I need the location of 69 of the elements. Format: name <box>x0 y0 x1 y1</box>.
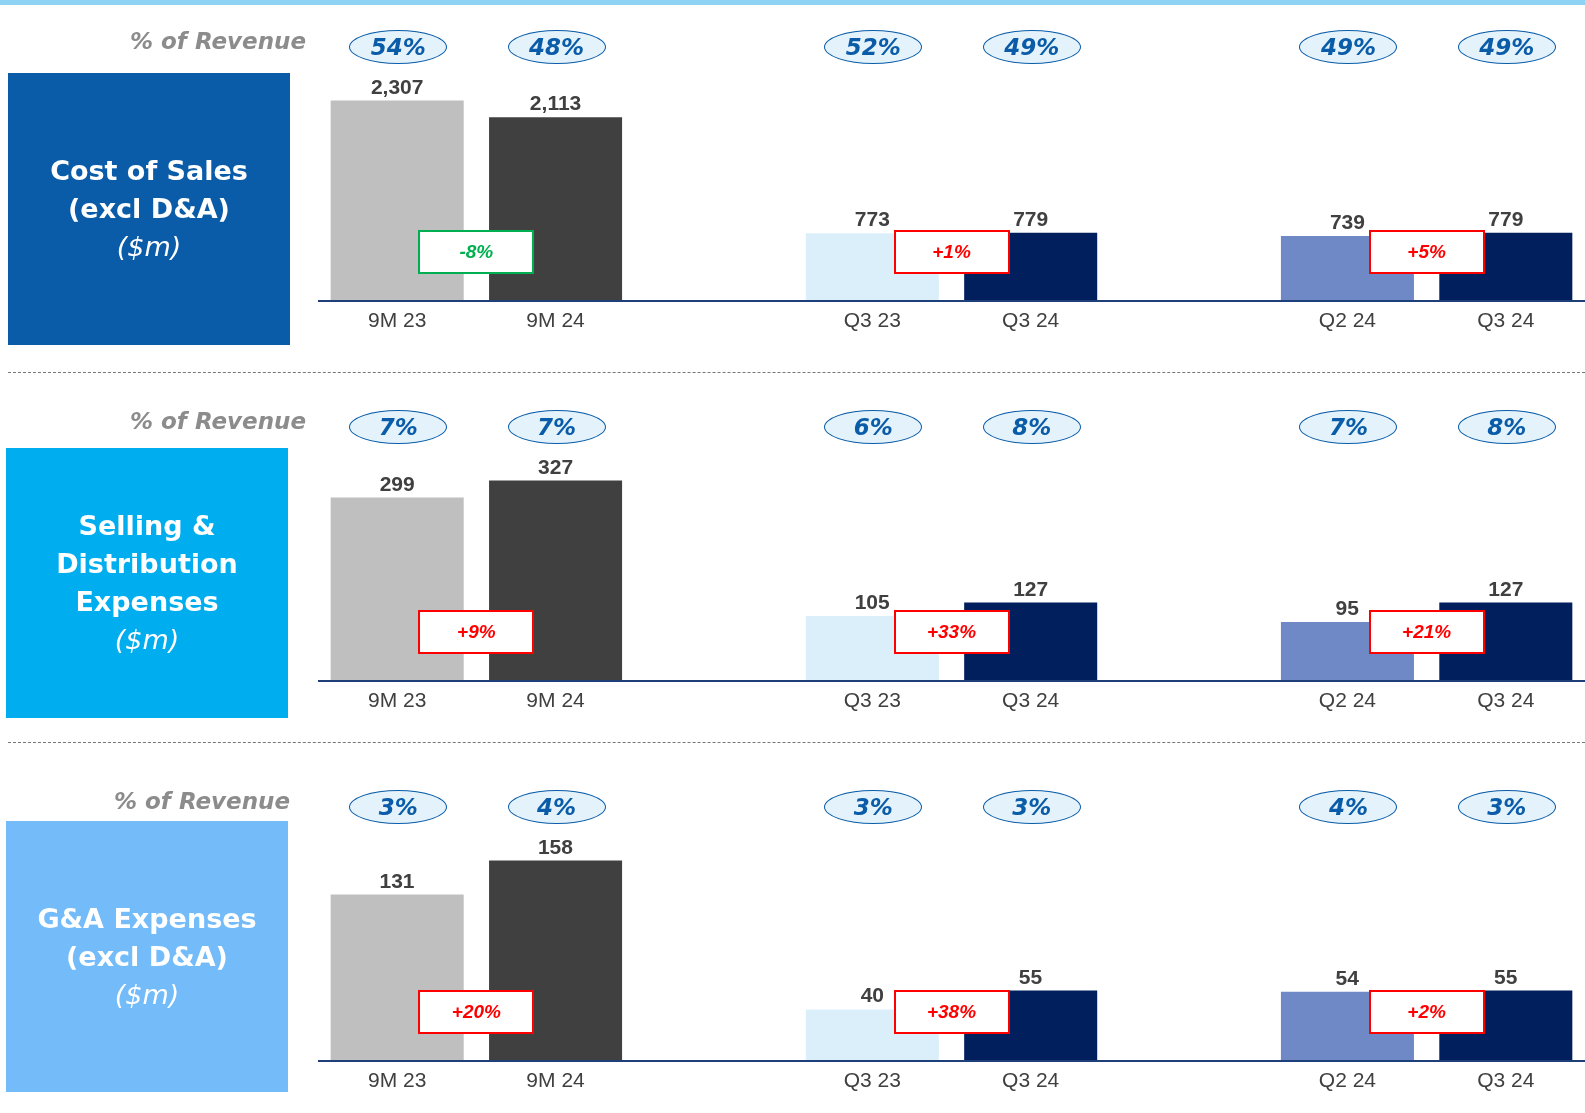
change-box: +9% <box>418 610 535 654</box>
data-label: 105 <box>854 589 890 613</box>
x-tick-label: Q3 24 <box>1477 688 1535 712</box>
data-label: 127 <box>1013 576 1049 600</box>
change-box: +20% <box>418 990 535 1034</box>
x-tick-label: 9M 23 <box>368 308 427 332</box>
change-box: +33% <box>893 610 1010 654</box>
data-label: 40 <box>860 983 884 1007</box>
x-tick-label: 9M 24 <box>526 688 586 712</box>
title-panel: G&A Expenses (excl D&A) ($m) <box>6 821 288 1092</box>
x-tick-label: Q3 24 <box>1002 1068 1060 1092</box>
percent-oval: 6% <box>824 410 923 444</box>
data-label: 55 <box>1493 964 1518 988</box>
x-tick-label: Q2 24 <box>1318 308 1377 332</box>
percent-oval: 4% <box>507 790 606 824</box>
data-label: 2,113 <box>529 91 582 115</box>
data-label: 779 <box>1013 206 1049 230</box>
change-box: +2% <box>1368 990 1485 1034</box>
title-panel: Selling & Distribution Expenses ($m) <box>6 448 288 718</box>
percent-oval: 49% <box>1457 30 1556 64</box>
x-tick-label: Q3 23 <box>843 308 901 332</box>
x-tick-label: Q2 24 <box>1318 1068 1377 1092</box>
data-label: 779 <box>1488 206 1524 230</box>
data-label: 773 <box>854 207 890 231</box>
change-box: -8% <box>418 230 535 274</box>
x-tick-label: Q3 23 <box>843 688 901 712</box>
percent-oval: 48% <box>507 30 606 64</box>
percent-oval: 49% <box>982 30 1081 64</box>
data-label: 327 <box>538 454 574 478</box>
x-tick-label: 9M 24 <box>526 1068 586 1092</box>
percent-oval: 3% <box>1457 790 1556 824</box>
x-tick-label: Q3 24 <box>1477 308 1535 332</box>
percent-oval: 8% <box>982 410 1081 444</box>
percent-oval: 8% <box>1457 410 1556 444</box>
percent-oval: 3% <box>824 790 923 824</box>
percent-oval: 3% <box>982 790 1081 824</box>
percent-oval: 4% <box>1299 790 1398 824</box>
percent-oval: 49% <box>1299 30 1398 64</box>
x-tick-label: Q3 24 <box>1002 688 1060 712</box>
data-label: 2,307 <box>370 74 424 98</box>
percent-oval: 7% <box>349 410 448 444</box>
data-label: 95 <box>1335 596 1360 620</box>
x-tick-label: Q2 24 <box>1318 688 1377 712</box>
data-label: 55 <box>1018 964 1043 988</box>
percent-oval: 3% <box>349 790 448 824</box>
percent-oval: 52% <box>824 30 923 64</box>
data-label: 158 <box>537 834 574 858</box>
text: % of Revenue <box>113 788 290 814</box>
x-tick-label: 9M 23 <box>368 688 427 712</box>
title-panel: Cost of Sales (excl D&A) ($m) <box>8 73 290 345</box>
text: % of Revenue <box>129 408 306 434</box>
data-label: 127 <box>1488 576 1524 600</box>
change-box: +1% <box>893 230 1010 274</box>
data-label: 299 <box>379 471 415 495</box>
data-label: 739 <box>1329 210 1365 234</box>
percent-oval: 7% <box>1299 410 1398 444</box>
change-box: +5% <box>1368 230 1485 274</box>
percent-oval: 54% <box>349 30 448 64</box>
change-box: +21% <box>1368 610 1485 654</box>
data-label: 54 <box>1335 965 1360 989</box>
change-box: +38% <box>893 990 1010 1034</box>
x-tick-label: 9M 23 <box>368 1068 427 1092</box>
x-tick-label: Q3 24 <box>1477 1068 1535 1092</box>
percent-oval: 7% <box>507 410 606 444</box>
data-label: 131 <box>379 868 415 892</box>
x-tick-label: 9M 24 <box>526 308 586 332</box>
x-tick-label: Q3 24 <box>1002 308 1060 332</box>
text: % of Revenue <box>129 28 306 54</box>
x-tick-label: Q3 23 <box>843 1068 901 1092</box>
